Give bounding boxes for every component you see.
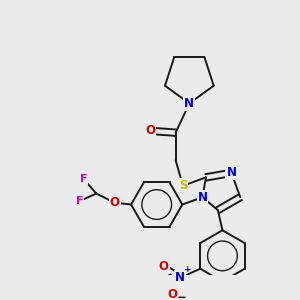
Text: O: O <box>145 124 155 137</box>
Text: N: N <box>175 272 185 284</box>
Text: +: + <box>184 265 191 274</box>
Text: N: N <box>226 167 236 179</box>
Text: O: O <box>159 260 169 273</box>
Text: −: − <box>177 291 187 300</box>
Text: F: F <box>80 174 87 184</box>
Text: N: N <box>197 191 208 204</box>
Text: S: S <box>179 179 187 192</box>
Text: O: O <box>110 196 120 209</box>
Text: F: F <box>76 196 84 206</box>
Text: N: N <box>184 97 194 110</box>
Text: O: O <box>168 288 178 300</box>
